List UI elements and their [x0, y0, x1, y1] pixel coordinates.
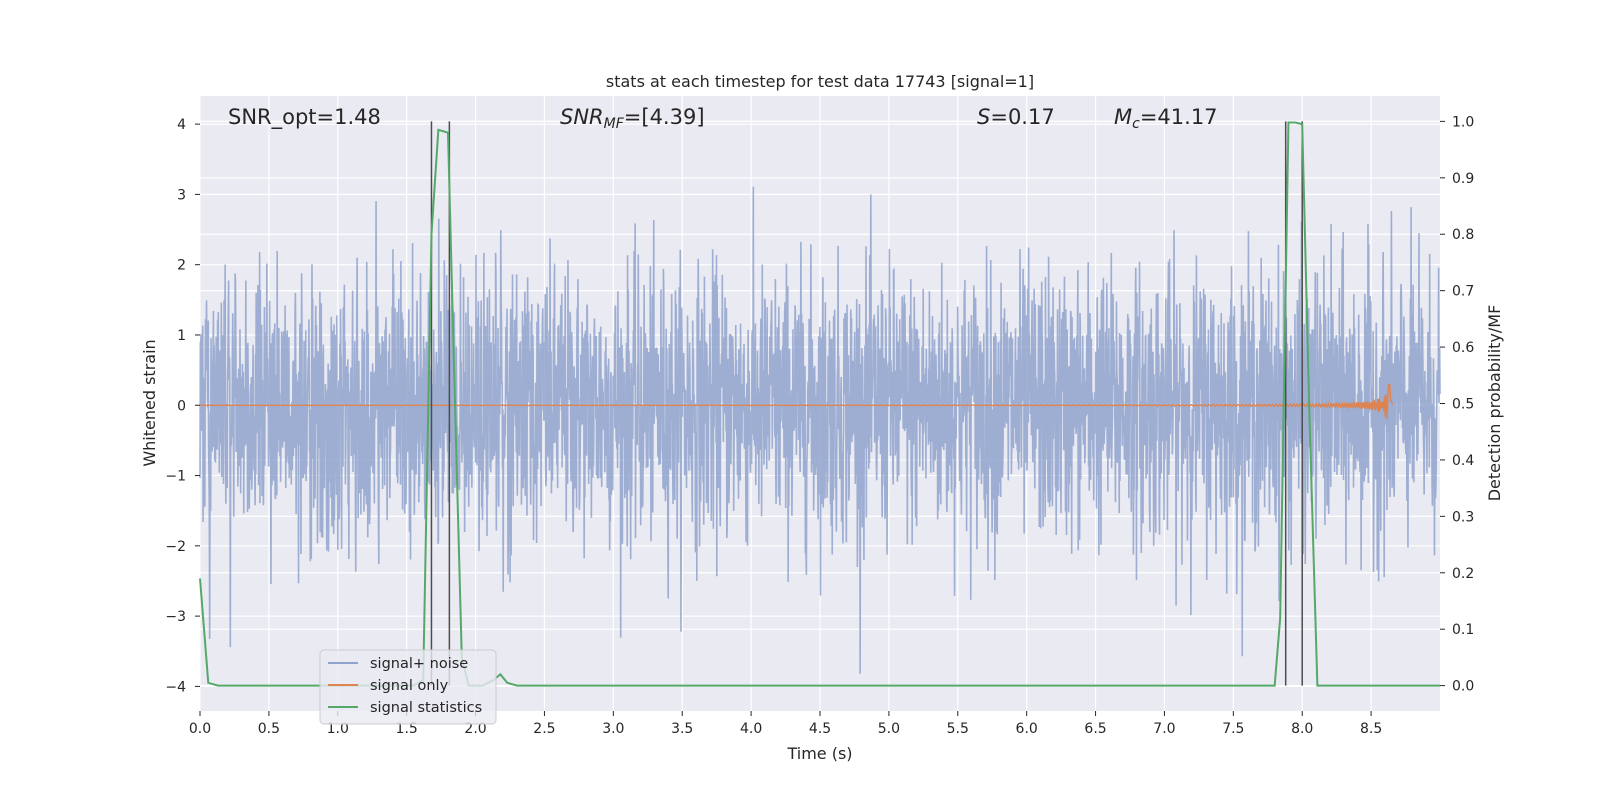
x-tick-label-1: 0.5 — [258, 721, 280, 737]
annotation-mc: Mc=41.17 — [1114, 105, 1218, 132]
y-left-tick-label-4: 0 — [177, 398, 186, 414]
y-left-tick-label-6: −2 — [165, 539, 186, 555]
y-axis-label-left: Whitened strain — [140, 339, 159, 466]
x-tick-labels: 0.0 0.5 1.0 1.5 2.0 2.5 3.0 3.5 4.0 4.5 5.0 5.5 6.0 6… — [189, 711, 1382, 737]
x-tick-label-7: 3.5 — [671, 721, 693, 737]
legend-box — [319, 649, 497, 725]
x-tick-label-9: 4.5 — [809, 721, 831, 737]
x-axis-label: Time (s) — [786, 744, 852, 763]
x-tick-label-5: 2.5 — [533, 721, 555, 737]
chart-title: stats at each timestep for test data 177… — [606, 72, 1034, 91]
x-tick-label-14: 7.0 — [1153, 721, 1175, 737]
legend-label-signal-noise: signal+ noise — [370, 656, 468, 672]
y-left-tick-label-5: −1 — [165, 469, 186, 485]
series-signal-only — [199, 383, 1394, 420]
vertical-markers — [430, 121, 1303, 686]
signal-noise-line — [199, 186, 1441, 674]
y-left-tick-labels: 4 3 2 1 0 −1 −2 −3 −4 — [165, 117, 200, 695]
y-left-tick-label-0: 4 — [177, 117, 186, 133]
y-right-tick-label-6: 0.4 — [1452, 453, 1474, 469]
x-tick-label-16: 8.0 — [1291, 721, 1313, 737]
x-tick-label-6: 3.0 — [602, 721, 624, 737]
annotation-s: S=0.17 — [977, 105, 1055, 129]
y-right-tick-label-9: 0.1 — [1452, 622, 1474, 638]
x-tick-label-4: 2.0 — [464, 721, 486, 737]
x-tick-label-3: 1.5 — [396, 721, 418, 737]
y-left-tick-label-1: 3 — [177, 187, 186, 203]
x-tick-label-8: 4.0 — [740, 721, 762, 737]
y-left-tick-label-2: 2 — [177, 258, 186, 274]
y-axis-label-right: Detection probability/MF — [1485, 305, 1504, 502]
y-right-tick-label-3: 0.7 — [1452, 284, 1474, 300]
y-right-tick-label-5: 0.5 — [1452, 397, 1474, 413]
x-tick-label-17: 8.5 — [1360, 721, 1382, 737]
series-signal-noise — [199, 186, 1441, 674]
x-tick-label-10: 5.0 — [878, 721, 900, 737]
x-tick-label-12: 6.0 — [1016, 721, 1038, 737]
x-tick-label-0: 0.0 — [189, 721, 211, 737]
y-right-tick-label-7: 0.3 — [1452, 509, 1474, 525]
y-right-tick-label-8: 0.2 — [1452, 566, 1474, 582]
y-right-tick-labels: 1.0 0.9 0.8 0.7 0.6 0.5 0.4 0.3 0.2 0.1 0.0 — [1440, 114, 1474, 695]
y-left-tick-label-8: −4 — [165, 679, 186, 695]
annotation-snr-mf: SNRMF=[4.39] — [560, 105, 705, 132]
x-tick-label-2: 1.0 — [327, 721, 349, 737]
y-right-tick-label-2: 0.8 — [1452, 227, 1474, 243]
annotation-snr-opt: SNR_opt=1.48 — [228, 105, 381, 130]
y-right-tick-label-4: 0.6 — [1452, 340, 1474, 356]
legend-label-signal-statistics: signal statistics — [370, 700, 482, 716]
legend: signal+ noise signal only signal statist… — [319, 649, 497, 725]
legend-label-signal-only: signal only — [370, 678, 449, 694]
x-tick-label-15: 7.5 — [1222, 721, 1244, 737]
x-tick-label-11: 5.5 — [947, 721, 969, 737]
x-tick-label-13: 6.5 — [1084, 721, 1106, 737]
signal-only-line — [199, 383, 1394, 420]
y-right-tick-label-1: 0.9 — [1452, 171, 1474, 187]
y-left-tick-label-7: −3 — [165, 609, 186, 625]
y-right-tick-label-10: 0.0 — [1452, 679, 1474, 695]
y-right-tick-label-0: 1.0 — [1452, 114, 1474, 130]
y-left-tick-label-3: 1 — [177, 328, 186, 344]
